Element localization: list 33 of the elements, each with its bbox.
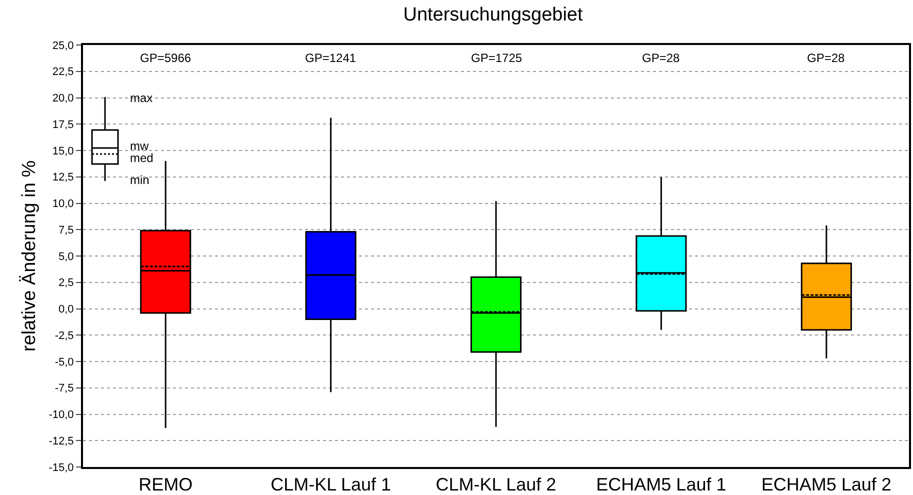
- annotation: GP=28: [642, 51, 680, 65]
- x-tick-label: CLM-KL Lauf 2: [436, 474, 556, 495]
- y-tick-label: 15,0: [52, 145, 74, 158]
- y-tick-label: -2,5: [54, 330, 74, 342]
- annotation: GP=1241: [305, 51, 356, 65]
- y-tick-label: -5,0: [54, 356, 74, 368]
- annotation: GP=1725: [471, 51, 522, 65]
- y-axis-title: relative Änderung in %: [19, 160, 40, 352]
- y-tick-label: -12,5: [48, 435, 74, 448]
- annotation: GP=5966: [140, 51, 192, 65]
- y-tick-label: -15,0: [48, 462, 74, 474]
- y-tick-label: 5,0: [58, 250, 74, 263]
- annotation: med: [130, 151, 154, 165]
- y-tick-label: 0,0: [58, 304, 74, 316]
- annotation: min: [130, 173, 150, 187]
- chart-title: Untersuchungsgebiet: [403, 4, 584, 26]
- x-tick-label: CLM-KL Lauf 1: [270, 474, 392, 495]
- y-tick-label: -10,0: [48, 409, 74, 422]
- y-tick-label: 20,0: [52, 92, 74, 105]
- y-tick-label: 22,5: [52, 66, 74, 78]
- y-tick-label: 17,5: [52, 118, 74, 131]
- annotation: mw: [130, 139, 149, 153]
- y-tick-label: 2,5: [58, 277, 74, 290]
- y-tick-label: 7,5: [58, 224, 74, 236]
- x-tick-label: ECHAM5 Lauf 1: [596, 474, 726, 495]
- annotation: max: [130, 91, 153, 105]
- x-tick-label: REMO: [138, 474, 193, 495]
- annotation: GP=28: [807, 51, 846, 65]
- y-tick-label: 25,0: [52, 40, 74, 52]
- y-tick-label: 10,0: [52, 198, 74, 210]
- x-tick-label: ECHAM5 Lauf 2: [761, 474, 892, 495]
- y-tick-label: -7,5: [54, 382, 74, 395]
- y-tick-label: 12,5: [52, 172, 74, 184]
